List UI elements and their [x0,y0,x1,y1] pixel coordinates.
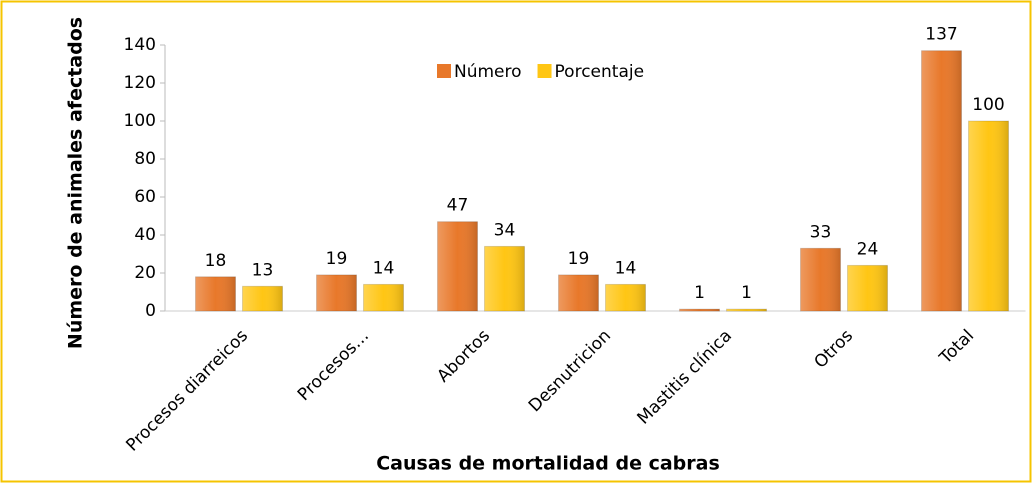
data-label: 18 [205,251,227,271]
data-label: 14 [615,258,637,278]
y-tick-label: 100 [124,111,156,131]
y-tick-label: 80 [134,149,156,169]
data-label: 13 [252,260,274,280]
bar-shade [847,265,888,311]
bar-shade [242,286,283,311]
data-label: 33 [810,222,832,242]
data-label: 24 [857,239,879,259]
y-tick-label: 120 [124,73,156,93]
bar-shade [968,121,1009,311]
bar-shade [679,309,720,312]
legend-label: Número [454,62,522,82]
data-label: 1 [741,283,752,303]
bar-shade [605,284,646,311]
y-tick-label: 40 [134,225,156,245]
data-label: 19 [568,249,590,269]
bar-shade [726,309,767,312]
legend-swatch [437,64,451,78]
legend-label: Porcentaje [555,62,645,82]
y-tick-label: 20 [134,263,156,283]
bar-shade [437,221,478,311]
data-label: 47 [447,196,469,216]
bar-shade [800,248,841,311]
bar-shade [484,246,525,311]
bar-shade [316,274,357,311]
bar-shade [363,284,404,311]
legend-swatch [537,64,552,78]
y-axis-title: Número de animales afectados [65,17,87,349]
bar-shade [195,276,236,311]
x-axis-title: Causas de mortalidad de cabras [376,453,720,475]
y-tick-label: 0 [145,301,156,321]
data-label: 1 [694,283,705,303]
data-label: 14 [373,258,395,278]
data-label: 100 [972,95,1004,115]
bar-shade [921,50,962,311]
y-tick-label: 140 [124,35,156,55]
data-label: 137 [925,25,957,45]
bar-shade [558,274,599,311]
y-tick-label: 60 [134,187,156,207]
data-label: 19 [326,249,348,269]
data-label: 34 [494,220,516,240]
